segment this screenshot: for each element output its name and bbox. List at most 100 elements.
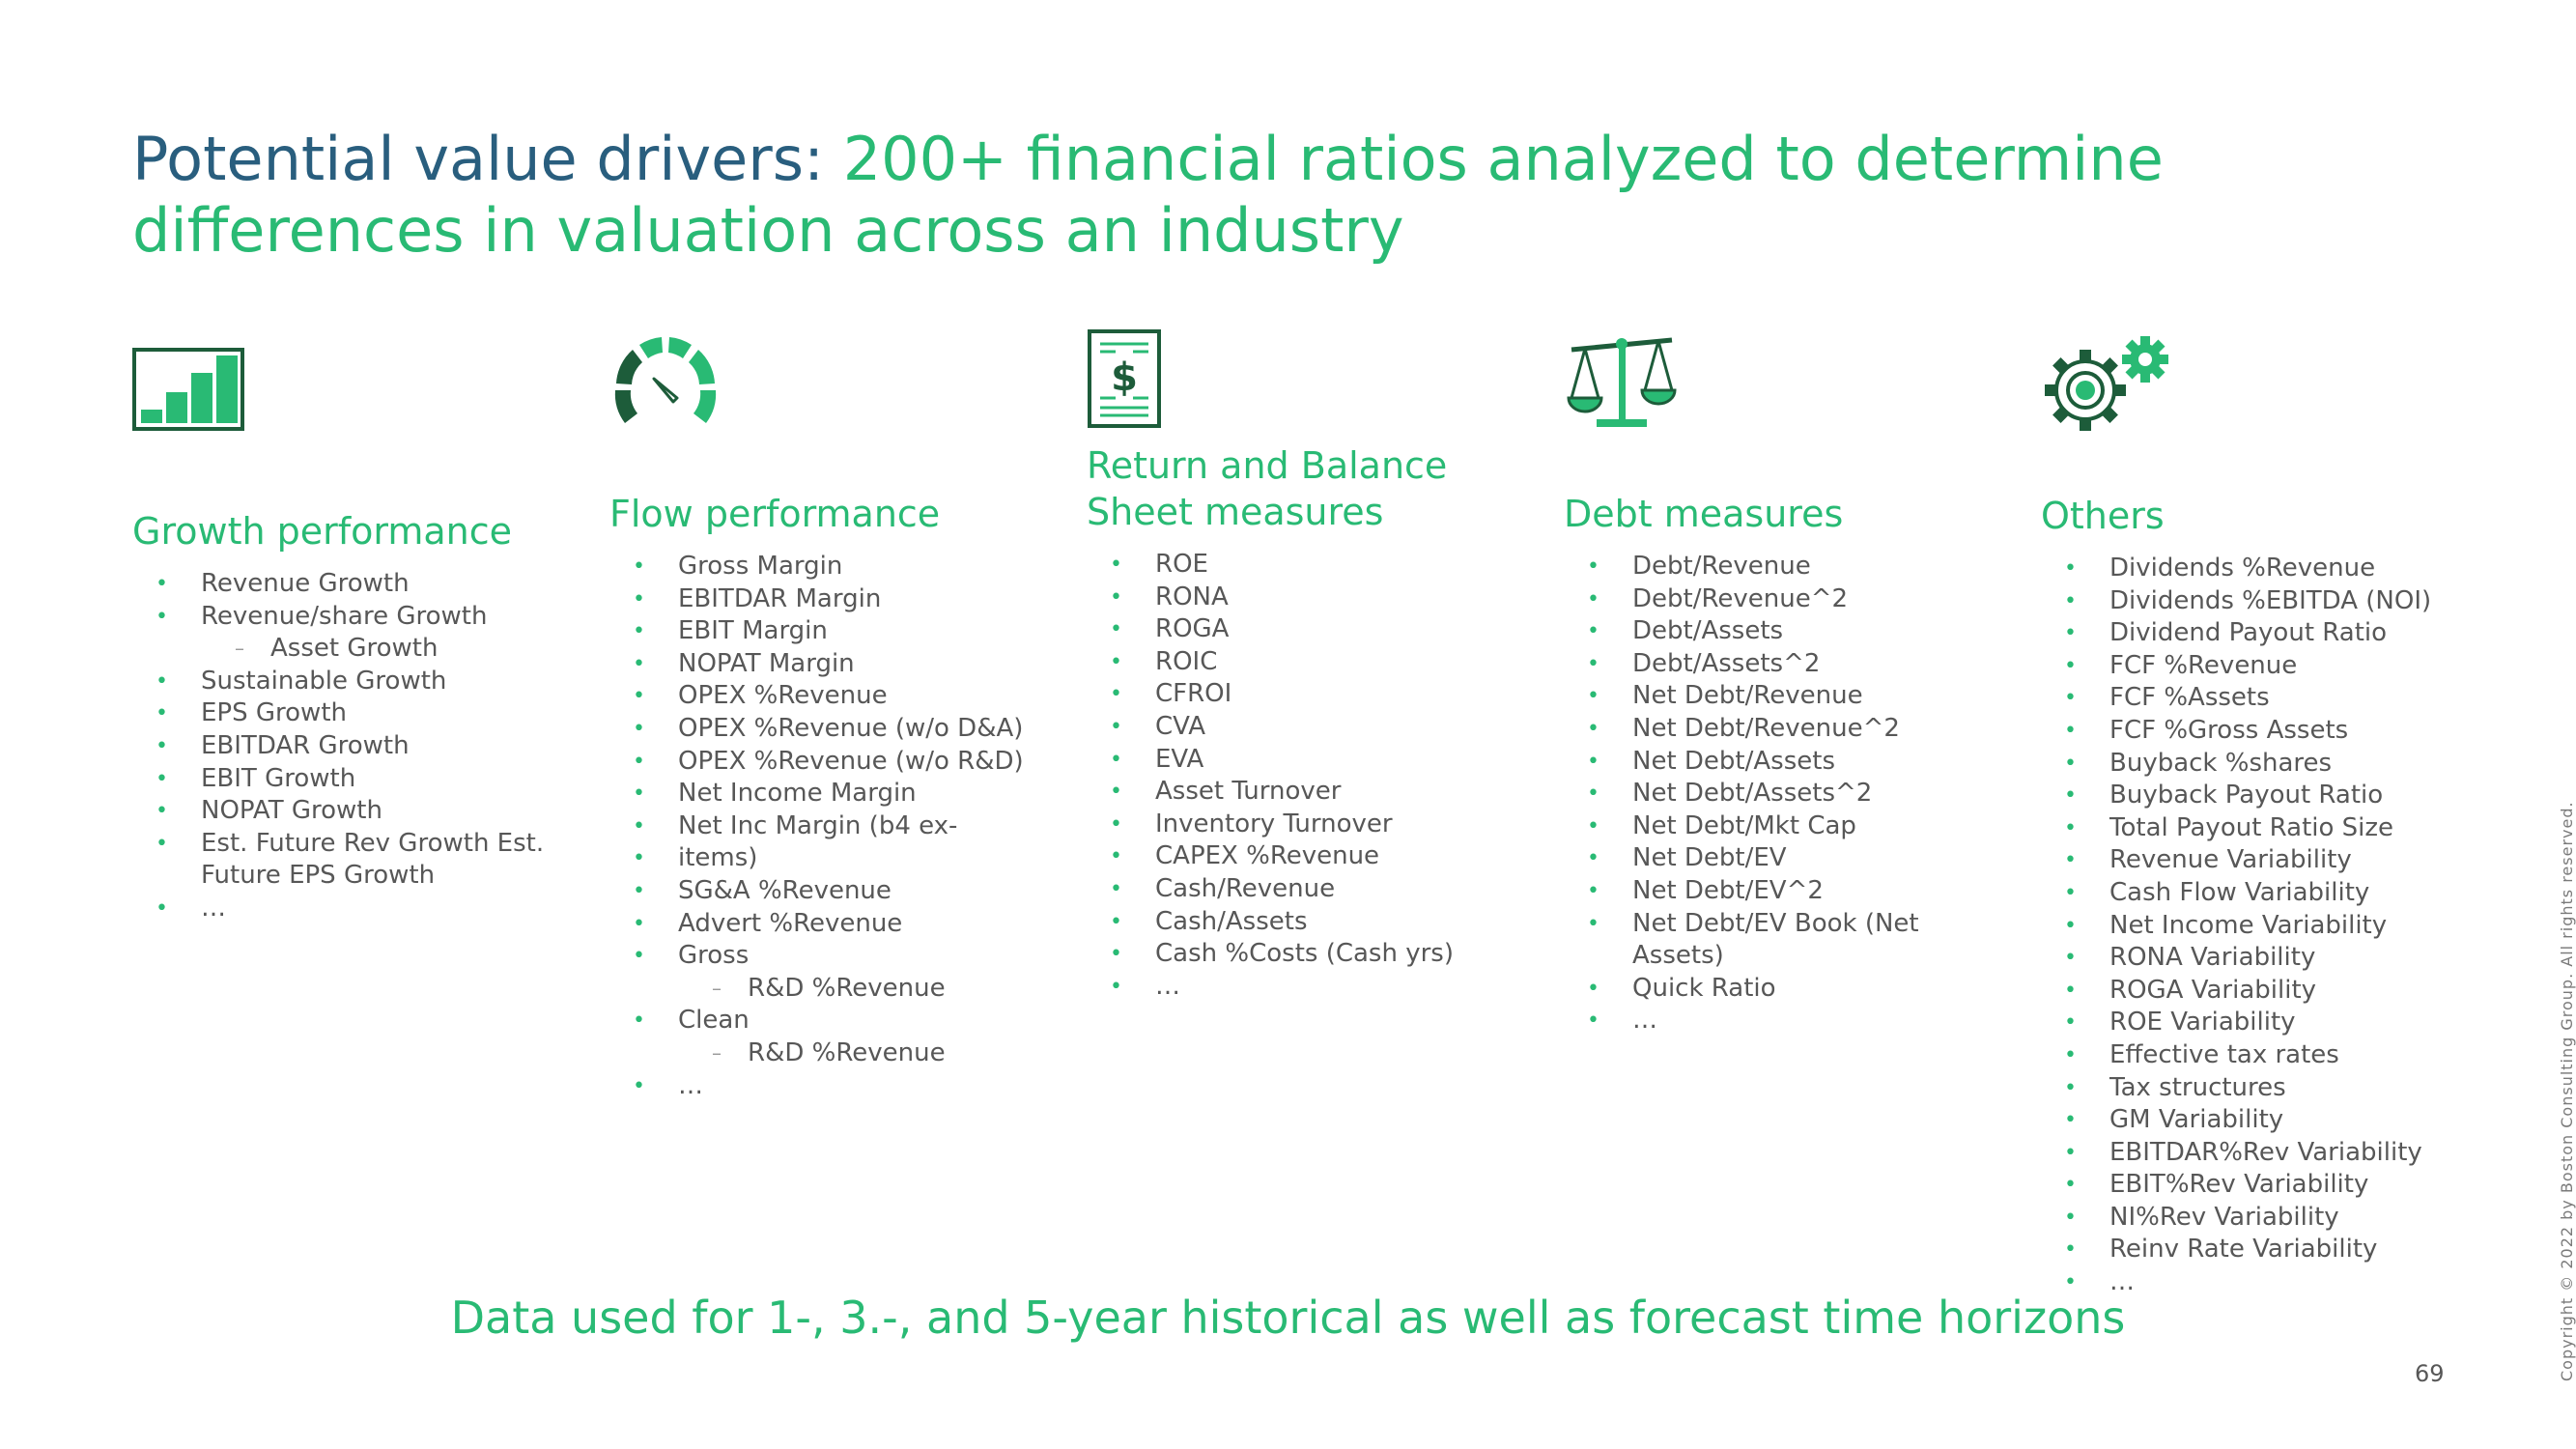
list-item: RONA (1087, 582, 1541, 614)
list-item: EVA (1087, 744, 1541, 777)
list-item: Net Debt/Revenue^2 (1564, 713, 2018, 746)
balance-scale-icon (1564, 330, 1699, 439)
copyright-notice: Copyright © 2022 by Boston Consulting Gr… (2558, 801, 2576, 1381)
speedometer-icon (609, 330, 745, 439)
list-item: Gross (609, 940, 1063, 973)
list-item: Gross Margin (609, 551, 1063, 583)
list-item: Asset Turnover (1087, 776, 1541, 809)
list-item: Revenue/share Growth (132, 601, 586, 634)
list-item: SG&A %Revenue (609, 875, 1063, 908)
list-item: Net Debt/Assets (1564, 746, 2018, 779)
list-item: NOPAT Growth (132, 795, 586, 828)
list-item: … (1564, 1005, 2018, 1037)
sub-list-item: R&D %Revenue (609, 1037, 1063, 1070)
list-item: GM Variability (2041, 1104, 2495, 1137)
column-debt-measures: Debt measures Debt/RevenueDebt/Revenue^2… (1564, 328, 2018, 1037)
column-heading: Debt measures (1564, 493, 1844, 535)
list-item: Reinv Rate Variability (2041, 1234, 2495, 1266)
list-item: CFROI (1087, 678, 1541, 711)
dollar-document-icon: $ (1087, 328, 1222, 437)
list-item: Est. Future Rev Growth Est. Future EPS G… (132, 828, 586, 893)
ratio-list: ROERONAROGAROICCFROICVAEVAAsset Turnover… (1087, 549, 1541, 1003)
ratio-list: Debt/RevenueDebt/Revenue^2Debt/AssetsDeb… (1564, 551, 2018, 1037)
list-item: Dividends %EBITDA (NOI) (2041, 585, 2495, 618)
list-item: … (1087, 971, 1541, 1004)
column-flow-performance: Flow performance Gross MarginEBITDAR Mar… (609, 328, 1063, 1102)
list-item: CVA (1087, 711, 1541, 744)
list-item: Clean (609, 1005, 1063, 1037)
list-item: ROE (1087, 549, 1541, 582)
list-item: ROGA (1087, 613, 1541, 646)
list-item: EBIT Growth (132, 763, 586, 796)
list-item: Dividend Payout Ratio (2041, 617, 2495, 650)
list-item: Net Inc Margin (b4 ex- (609, 810, 1063, 843)
list-item: Dividends %Revenue (2041, 553, 2495, 585)
list-item: Net Income Margin (609, 778, 1063, 810)
column-return-balance-sheet: $ Return and Balance Sheet measures ROER… (1087, 328, 1541, 1003)
list-item: Debt/Assets (1564, 615, 2018, 648)
svg-text:$: $ (1111, 355, 1138, 400)
list-item: Revenue Variability (2041, 844, 2495, 877)
list-item: Buyback Payout Ratio (2041, 780, 2495, 812)
list-item: ROGA Variability (2041, 975, 2495, 1008)
list-item: … (2041, 1266, 2495, 1299)
column-others: Others Dividends %RevenueDividends %EBIT… (2041, 328, 2495, 1299)
list-item: Quick Ratio (1564, 973, 2018, 1006)
column-heading: Others (2041, 495, 2165, 537)
list-item: Net Debt/EV (1564, 842, 2018, 875)
page-number: 69 (2415, 1360, 2445, 1387)
list-item: OPEX %Revenue (w/o D&A) (609, 713, 1063, 746)
list-item: OPEX %Revenue (w/o R&D) (609, 746, 1063, 779)
gears-icon (2041, 332, 2176, 440)
title-lead: Potential value drivers: (132, 124, 824, 194)
list-item: … (132, 893, 586, 925)
list-item: OPEX %Revenue (609, 680, 1063, 713)
list-item: Advert %Revenue (609, 908, 1063, 941)
list-item: Inventory Turnover (1087, 809, 1541, 841)
list-item: … (609, 1070, 1063, 1103)
list-item: EBITDAR Growth (132, 730, 586, 763)
footer-note: Data used for 1-, 3.-, and 5-year histor… (450, 1292, 2126, 1344)
column-growth-performance: Growth performance Revenue GrowthRevenue… (132, 328, 586, 925)
list-item: Net Debt/Revenue (1564, 680, 2018, 713)
ratio-list: Dividends %RevenueDividends %EBITDA (NOI… (2041, 553, 2495, 1299)
list-item: Debt/Revenue (1564, 551, 2018, 583)
column-heading: Flow performance (609, 493, 941, 535)
list-item: Buyback %shares (2041, 748, 2495, 781)
list-item: Cash/Assets (1087, 906, 1541, 939)
list-item: ROIC (1087, 646, 1541, 679)
list-item: Total Payout Ratio Size (2041, 812, 2495, 845)
title-rest: 200+ financial ratios analyzed to determ… (132, 124, 2164, 266)
list-item: FCF %Gross Assets (2041, 715, 2495, 748)
list-item: FCF %Revenue (2041, 650, 2495, 683)
list-item: Cash Flow Variability (2041, 877, 2495, 910)
list-item: Revenue Growth (132, 568, 586, 601)
list-item: Net Debt/EV Book (Net Assets) (1564, 908, 2018, 973)
ratio-list: Revenue GrowthRevenue/share GrowthAsset … (132, 568, 586, 925)
list-item: Cash %Costs (Cash yrs) (1087, 938, 1541, 971)
list-item: ROE Variability (2041, 1007, 2495, 1039)
list-item: EBITDAR%Rev Variability (2041, 1137, 2495, 1170)
ratio-list: Gross MarginEBITDAR MarginEBIT MarginNOP… (609, 551, 1063, 1102)
list-item: Cash/Revenue (1087, 873, 1541, 906)
slide-title: Potential value drivers: 200+ financial … (132, 124, 2354, 267)
list-item: Tax structures (2041, 1072, 2495, 1105)
list-item: EBIT%Rev Variability (2041, 1169, 2495, 1202)
list-item: Net Debt/Mkt Cap (1564, 810, 2018, 843)
list-item: Net Debt/EV^2 (1564, 875, 2018, 908)
list-item: NI%Rev Variability (2041, 1202, 2495, 1235)
list-item: items) (609, 842, 1063, 875)
list-item: NOPAT Margin (609, 648, 1063, 681)
list-item: RONA Variability (2041, 942, 2495, 975)
list-item: Sustainable Growth (132, 666, 586, 698)
list-item: FCF %Assets (2041, 682, 2495, 715)
bar-chart-icon (132, 348, 268, 456)
list-item: EBIT Margin (609, 615, 1063, 648)
list-item: CAPEX %Revenue (1087, 840, 1541, 873)
sub-list-item: Asset Growth (132, 633, 586, 666)
list-item: Debt/Assets^2 (1564, 648, 2018, 681)
list-item: Net Income Variability (2041, 910, 2495, 943)
list-item: Debt/Revenue^2 (1564, 583, 2018, 616)
list-item: EBITDAR Margin (609, 583, 1063, 616)
list-item: Effective tax rates (2041, 1039, 2495, 1072)
